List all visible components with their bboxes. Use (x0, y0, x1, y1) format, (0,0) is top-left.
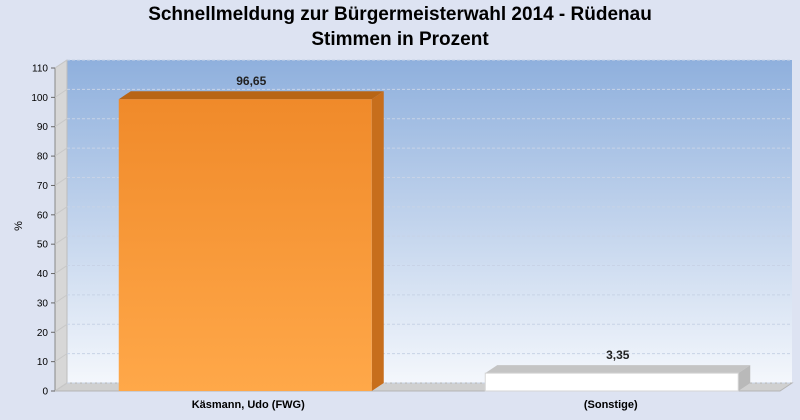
gridline-side (54, 353, 68, 363)
bar (118, 91, 384, 392)
gridline-side (54, 206, 68, 216)
chart-subtitle: Stimmen in Prozent (311, 29, 489, 50)
gridline-side (54, 265, 68, 274)
y-tick-label: 90 (37, 122, 49, 133)
bar-front (118, 99, 372, 392)
y-axis-label: % (13, 221, 25, 231)
y-tick-label: 30 (37, 298, 49, 309)
bar-side (738, 365, 751, 391)
y-tick-label: 40 (37, 269, 49, 280)
y-tick-label: 60 (37, 210, 49, 221)
gridline-side (54, 382, 68, 392)
side-wall (54, 59, 68, 392)
gridline-side (54, 323, 68, 333)
y-tick-label: 110 (32, 64, 48, 75)
x-tick-label: (Sonstige) (584, 399, 638, 411)
y-tick-label: 10 (37, 357, 49, 368)
y-tick-label: 20 (37, 328, 49, 339)
y-tick-label: 0 (42, 387, 48, 398)
x-tick-label: Käsmann, Udo (FWG) (192, 399, 305, 411)
bar-front (484, 372, 739, 392)
y-tick-label: 100 (31, 93, 48, 104)
gridline-side (54, 59, 68, 69)
bar-top (118, 91, 384, 100)
y-tick-label: 70 (37, 181, 49, 192)
bar (484, 365, 751, 392)
gridline-side (54, 294, 68, 304)
chart-title: Schnellmeldung zur Bürgermeisterwahl 201… (148, 4, 652, 25)
gridline-side (54, 177, 68, 186)
data-label: 3,35 (606, 348, 630, 362)
y-tick-label: 50 (37, 240, 49, 251)
gridline-side (54, 118, 68, 128)
bar-top (485, 365, 751, 374)
y-tick-label: 80 (37, 152, 49, 163)
bar-side (371, 91, 384, 392)
data-label: 96,65 (236, 74, 266, 88)
gridline-side (54, 235, 68, 245)
gridline-side (54, 88, 68, 98)
gridline-side (54, 147, 68, 157)
